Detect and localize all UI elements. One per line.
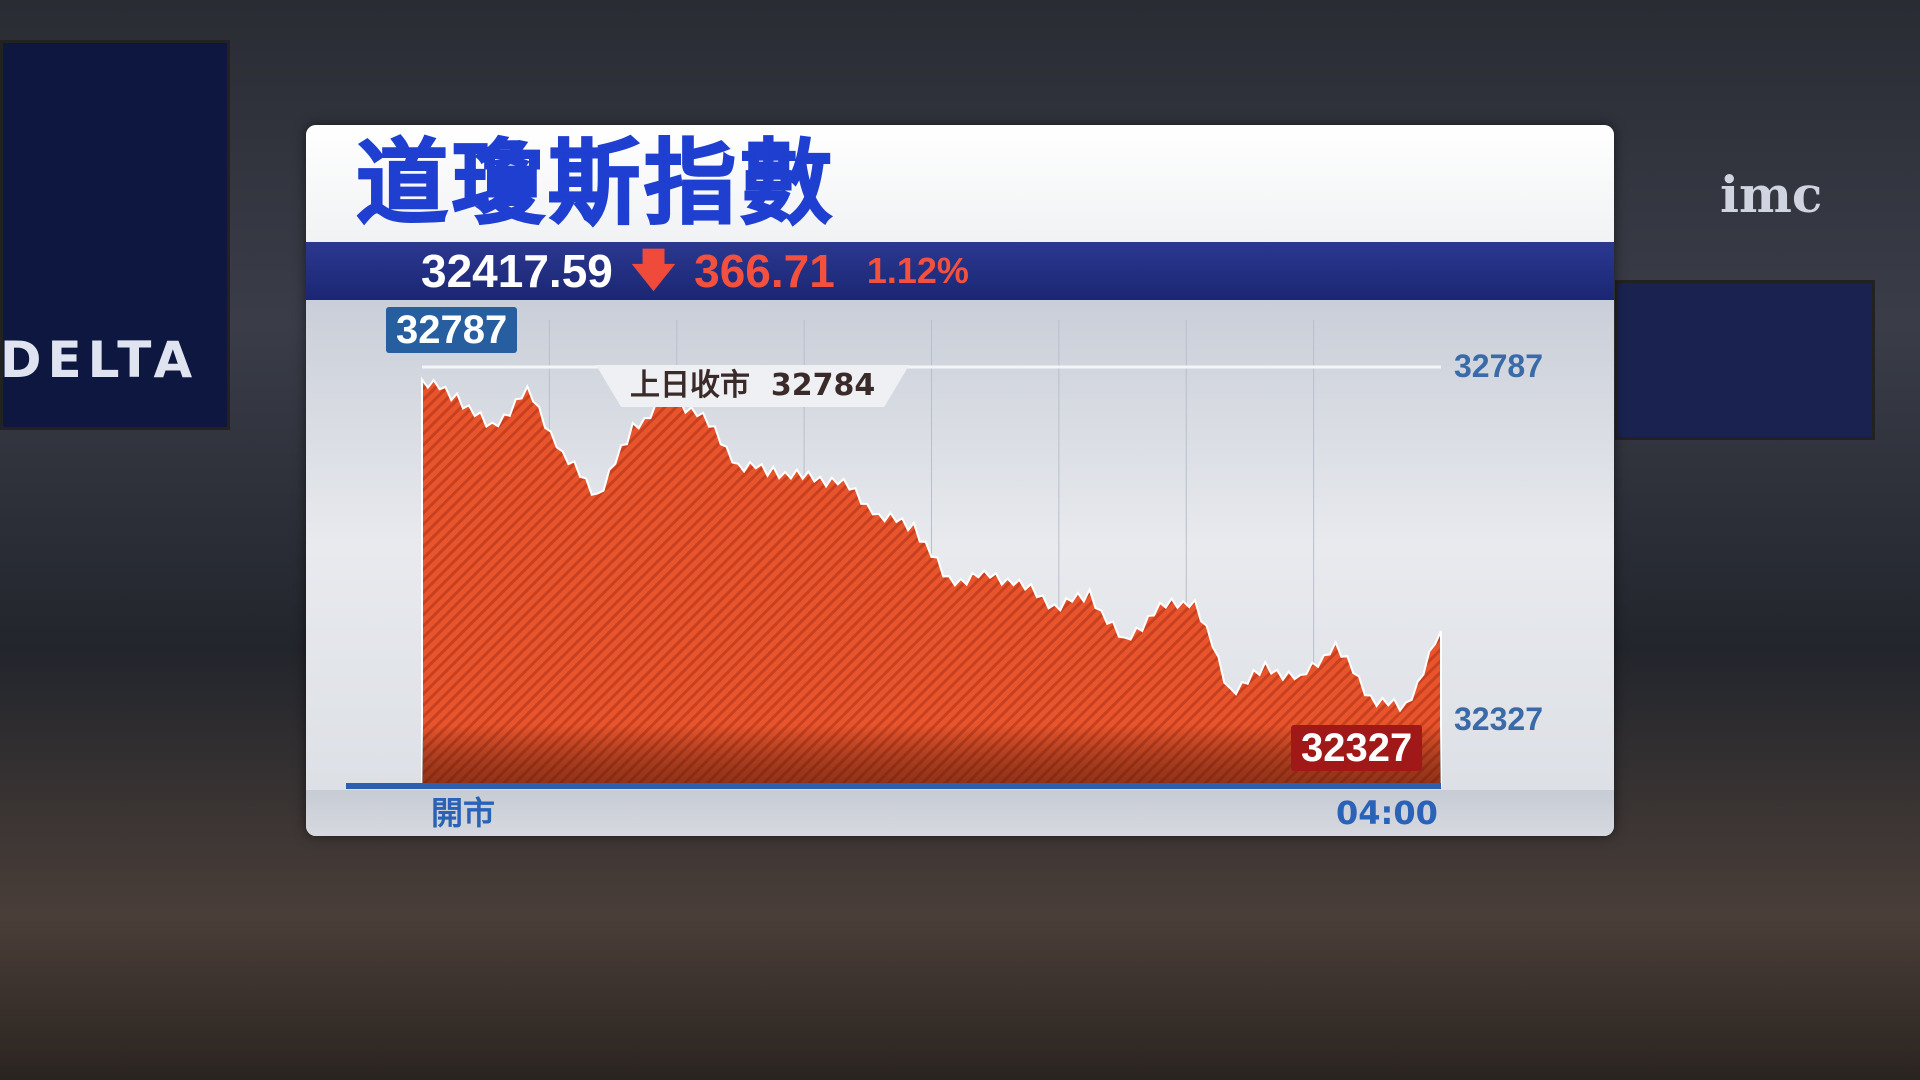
prev-close-label: 上日收市 32784 [596,365,910,407]
background-screen-left [0,40,230,430]
time-axis: 開市 04:00 [306,790,1614,836]
price-area-shade [422,379,1441,786]
prev-close-text: 上日收市 [630,368,750,403]
background-imc-sign: imc [1720,165,1823,224]
index-change: 366.71 [694,245,835,297]
chart-area: 32787 上日收市 32784 32787 32327 32327 [306,300,1614,790]
index-price: 32417.59 [421,245,613,297]
intraday-chart [346,320,1442,789]
axis-low-label: 32327 [1454,701,1543,737]
background-screen-right [1615,280,1875,440]
prev-close-value: 32784 [770,368,876,403]
quote-bar: 32417.59 🡇 366.71 1.12% [306,242,1614,300]
axis-start-label: 開市 [431,794,496,832]
title-band: 道瓊斯指數 [306,125,1614,242]
open-value-tag: 32787 [386,307,518,353]
index-panel: 道瓊斯指數 32417.59 🡇 366.71 1.12% 32787 上日收 [306,125,1614,836]
axis-end-label: 04:00 [1336,794,1438,832]
axis-high-label: 32787 [1454,348,1543,384]
index-percent: 1.12% [866,250,969,291]
low-value-tag: 32327 [1291,725,1423,771]
background-delta-sign: DELTA [0,331,199,389]
arrow-down-icon: 🡇 [630,245,677,296]
page-title: 道瓊斯指數 [355,130,837,237]
